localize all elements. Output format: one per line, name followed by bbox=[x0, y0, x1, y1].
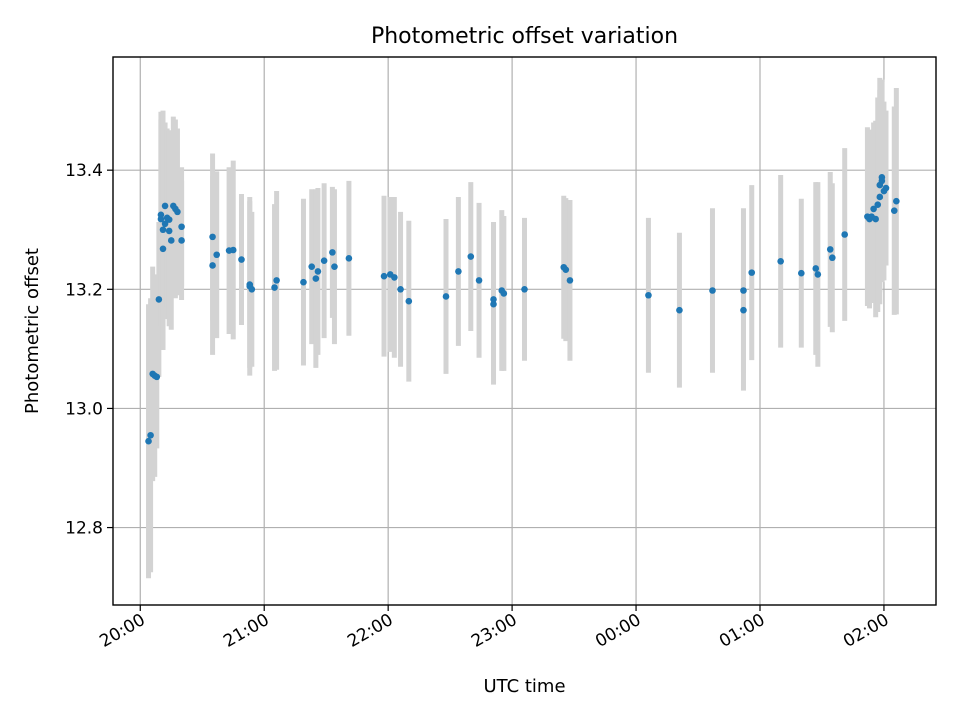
data-point bbox=[872, 215, 879, 223]
data-point bbox=[165, 216, 173, 223]
data-point bbox=[475, 277, 483, 284]
data-point bbox=[870, 205, 877, 213]
data-point bbox=[147, 431, 154, 439]
data-point bbox=[165, 227, 173, 235]
data-point bbox=[174, 208, 181, 216]
data-point bbox=[442, 293, 450, 300]
data-point bbox=[676, 306, 683, 314]
x-axis-label: UTC time bbox=[483, 676, 565, 697]
x-tick-label: 01:00 bbox=[716, 610, 768, 652]
data-point bbox=[167, 237, 175, 244]
data-point bbox=[345, 255, 353, 262]
data-point bbox=[320, 257, 328, 265]
x-tick-label: 23:00 bbox=[468, 610, 520, 652]
plot-frame bbox=[112, 56, 937, 606]
x-tick-label: 21:00 bbox=[220, 610, 272, 652]
data-point bbox=[812, 265, 820, 272]
data-point bbox=[155, 296, 163, 303]
data-point bbox=[329, 249, 336, 256]
x-tick-label: 02:00 bbox=[840, 610, 892, 652]
data-point bbox=[777, 258, 784, 265]
data-point bbox=[826, 246, 834, 253]
data-point bbox=[841, 231, 848, 238]
data-point bbox=[748, 269, 756, 276]
data-point bbox=[314, 268, 322, 275]
data-point bbox=[380, 272, 388, 280]
y-tick-label: 13.4 bbox=[65, 161, 103, 181]
data-point bbox=[467, 253, 475, 260]
chart-title: Photometric offset variation bbox=[371, 24, 678, 49]
data-point bbox=[145, 437, 152, 445]
y-tick-label: 13.0 bbox=[65, 399, 103, 419]
data-point bbox=[562, 266, 570, 273]
data-point bbox=[455, 268, 462, 275]
data-point bbox=[740, 287, 747, 294]
x-tick-label: 20:00 bbox=[96, 610, 148, 652]
data-point bbox=[209, 262, 216, 269]
data-point bbox=[490, 300, 497, 308]
data-point bbox=[248, 286, 256, 293]
error-bars bbox=[146, 77, 899, 579]
data-point bbox=[213, 251, 221, 259]
data-point bbox=[159, 245, 167, 253]
y-axis-label: Photometric offset bbox=[22, 248, 43, 414]
data-point bbox=[876, 193, 884, 201]
data-point bbox=[161, 220, 169, 228]
data-points bbox=[145, 174, 900, 445]
data-point bbox=[178, 223, 185, 231]
x-tick-label: 22:00 bbox=[344, 610, 396, 652]
data-point bbox=[238, 256, 245, 263]
data-point bbox=[161, 202, 169, 210]
data-point bbox=[828, 254, 836, 262]
data-point bbox=[709, 287, 716, 294]
x-tick-label: 00:00 bbox=[592, 610, 644, 652]
data-point bbox=[159, 226, 167, 234]
data-point bbox=[391, 274, 398, 281]
data-point bbox=[405, 297, 413, 305]
data-point bbox=[874, 201, 882, 209]
data-point bbox=[300, 278, 307, 286]
data-point bbox=[645, 291, 652, 299]
data-point bbox=[814, 271, 822, 278]
data-point bbox=[798, 269, 805, 277]
data-point bbox=[521, 286, 528, 293]
y-tick-label: 12.8 bbox=[65, 519, 103, 539]
data-point bbox=[740, 306, 747, 314]
data-point bbox=[178, 237, 185, 244]
data-point bbox=[890, 207, 898, 214]
data-point bbox=[331, 263, 338, 270]
data-point bbox=[397, 286, 404, 293]
y-tick-label: 13.2 bbox=[65, 280, 103, 300]
data-point bbox=[893, 197, 900, 205]
data-point bbox=[878, 174, 886, 181]
data-point bbox=[153, 373, 161, 381]
data-point bbox=[500, 290, 508, 297]
data-point bbox=[271, 284, 278, 291]
data-point bbox=[273, 277, 280, 284]
data-point bbox=[882, 184, 890, 192]
data-point bbox=[566, 277, 574, 284]
data-point bbox=[209, 233, 216, 241]
data-point bbox=[312, 275, 320, 282]
data-point bbox=[490, 296, 497, 303]
data-point bbox=[229, 246, 237, 254]
data-point bbox=[157, 215, 165, 223]
data-point bbox=[308, 263, 316, 270]
